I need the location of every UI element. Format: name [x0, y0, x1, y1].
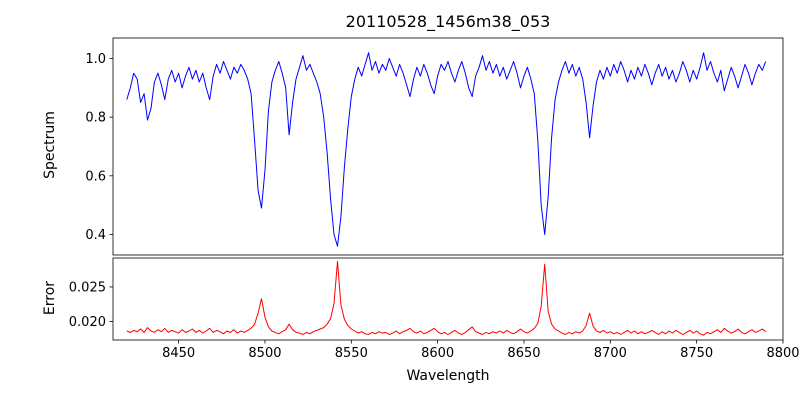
x-tick-label: 8650: [507, 346, 540, 361]
error-line: [126, 260, 767, 336]
spectrum-y-tick-label: 0.4: [85, 228, 106, 243]
x-tick-label: 8600: [421, 346, 454, 361]
x-tick-label: 8550: [335, 346, 368, 361]
x-axis-label: Wavelength: [406, 368, 490, 384]
error-y-tick-label: 0.025: [69, 280, 106, 295]
chart-title: 20110528_1456m38_053: [345, 12, 551, 31]
spectrum-panel-border: [112, 37, 784, 256]
error-y-tick-label: 0.020: [69, 315, 106, 330]
error-panel-border: [112, 257, 784, 341]
spectrum-y-tick-label: 0.6: [85, 169, 106, 184]
spectrum-line: [126, 52, 767, 247]
x-tick-label: 8450: [162, 346, 195, 361]
x-tick-label: 8500: [248, 346, 281, 361]
spectrum-y-tick-label: 0.8: [85, 111, 106, 126]
spectrum-y-tick-label: 1.0: [85, 52, 106, 67]
x-tick-label: 8750: [680, 346, 713, 361]
x-tick-label: 8700: [594, 346, 627, 361]
x-tick-label: 8800: [766, 346, 799, 361]
